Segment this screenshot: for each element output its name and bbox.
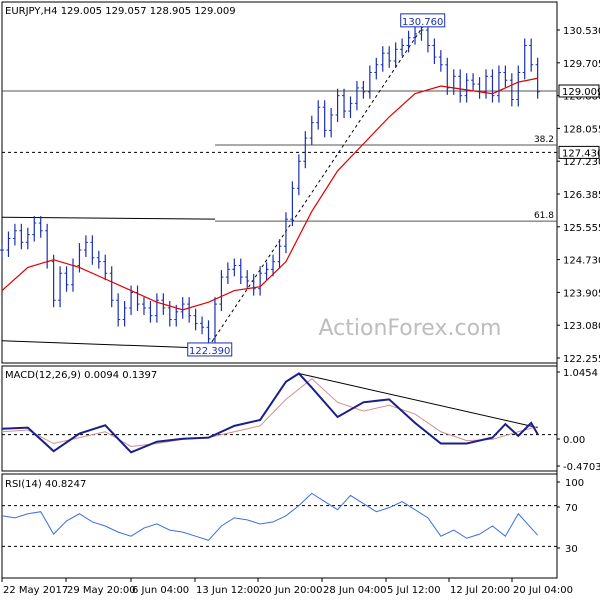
x-tick-label: 13 Jun 12:00 [196, 585, 260, 596]
macd-signal-line [1, 378, 538, 447]
chart-title: EURJPY,H4 129.005 129.057 128.905 129.00… [5, 6, 236, 17]
fib-label: 61.8 [534, 211, 554, 221]
y-tick-label: 130.530 [563, 26, 600, 37]
price-annotation-box [400, 13, 446, 28]
price-annotation: 122.390 [189, 346, 230, 357]
macd-line [1, 372, 539, 454]
x-tick-label: 20 Jun 20:00 [259, 585, 323, 596]
price-trendline [1, 216, 215, 220]
y-tick-label: 124.730 [563, 256, 600, 267]
y-tick-label: 129.705 [563, 59, 600, 70]
x-tick-label: 12 Jul 20:00 [450, 585, 510, 596]
y-tick-label: 123.080 [563, 321, 600, 332]
x-tick-label: 29 May 20:00 [67, 585, 136, 596]
macd-pane-frame [1, 365, 558, 472]
y-tick-label: 125.555 [563, 223, 600, 234]
price-annotation: 130.760 [402, 17, 443, 28]
y-tick-label: 123.905 [563, 288, 600, 299]
last-price-label: 129.009 [562, 87, 600, 98]
fib-label: 38.2 [534, 135, 554, 145]
y-tick-label: 128.055 [563, 124, 600, 135]
x-tick-label: 5 Jul 12:00 [387, 585, 441, 596]
x-tick-label: 6 Jun 04:00 [132, 585, 189, 596]
price-pane: ActionForex.com 130.760 122.390 38.2 61.8 EUR… [0, 6, 600, 365]
watermark: ActionForex.com [319, 316, 502, 341]
rsi-y-tick-label: 70 [565, 503, 578, 514]
level-price-label: 127.430 [562, 148, 600, 159]
macd-pane: MACD(12,26,9) 0.0094 0.1397 1.0454 0.00 -0.… [1, 368, 600, 473]
macd-title: MACD(12,26,9) 0.0094 0.1397 [5, 370, 157, 381]
macd-trendline [298, 372, 538, 429]
price-trendline [208, 23, 426, 348]
price-trendline [1, 340, 215, 349]
rsi-y-tick-label: 100 [565, 478, 584, 489]
y-tick-label: 126.385 [563, 190, 600, 201]
macd-y-tick-label: 0.00 [563, 435, 585, 446]
macd-y-tick-label: -0.4703 [563, 462, 600, 473]
last-price-box [558, 84, 600, 98]
x-tick-label: 22 May 2017 [3, 585, 68, 596]
y-tick-label: 127.230 [563, 157, 600, 168]
x-tick-label: 20 Jul 04:00 [513, 585, 573, 596]
rsi-pane: RSI(14) 40.8247 100 70 30 [1, 478, 584, 555]
price-annotation-box [187, 342, 233, 357]
rsi-y-tick-label: 30 [565, 544, 578, 555]
price-pane-frame [1, 1, 558, 364]
moving-average-line [1, 77, 538, 311]
macd-y-tick-label: 1.0454 [563, 368, 598, 379]
rsi-title: RSI(14) 40.8247 [5, 479, 86, 490]
y-tick-label: 122.255 [563, 354, 600, 365]
rsi-line [1, 492, 539, 541]
level-price-box [558, 145, 600, 159]
x-tick-label: 28 Jun 04:00 [323, 585, 387, 596]
